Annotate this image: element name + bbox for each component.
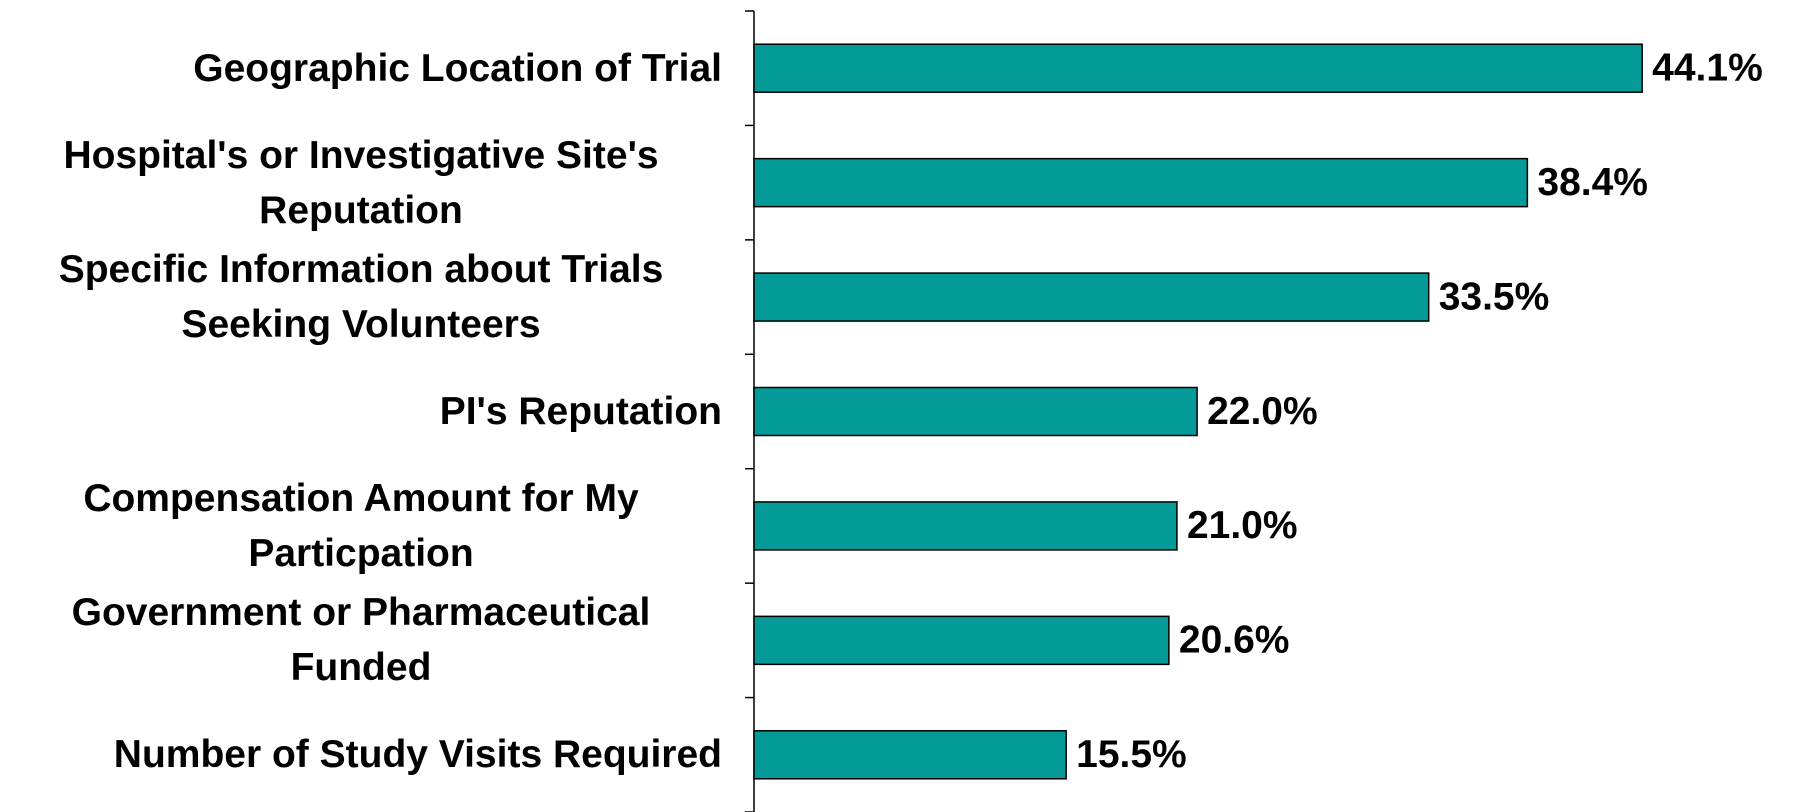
category-text: Compensation Amount for My Particpation [83, 476, 639, 575]
category-text: Specific Information about Trials Seekin… [58, 248, 664, 347]
category-label: Specific Information about Trials Seekin… [0, 240, 722, 354]
bar [753, 730, 1067, 780]
bar [753, 157, 1529, 208]
data-label: 33.5% [1439, 275, 1550, 318]
category-text: Government or Pharmaceutical Funded [71, 591, 651, 690]
bar [753, 615, 1170, 666]
bar [753, 386, 1198, 437]
data-label: 21.0% [1187, 504, 1298, 547]
category-text: Hospital's or Investigative Site's Reput… [63, 133, 659, 232]
category-label: Geographic Location of Trial [0, 11, 722, 125]
category-label: PI's Reputation [0, 354, 722, 468]
category-label: Government or Pharmaceutical Funded [0, 583, 722, 697]
data-label: 44.1% [1652, 47, 1763, 90]
category-text: Geographic Location of Trial [193, 46, 722, 90]
data-label: 38.4% [1537, 161, 1648, 204]
category-label: Compensation Amount for My Particpation [0, 469, 722, 583]
data-label: 20.6% [1179, 619, 1290, 662]
bar [753, 43, 1643, 93]
category-label: Hospital's or Investigative Site's Reput… [0, 125, 722, 239]
data-label: 15.5% [1076, 733, 1187, 776]
category-text: PI's Reputation [439, 389, 722, 433]
category-label: Number of Study Visits Required [0, 698, 722, 812]
data-label: 22.0% [1207, 390, 1318, 433]
category-text: Number of Study Visits Required [113, 733, 722, 777]
bar [753, 501, 1178, 551]
bar [753, 272, 1430, 322]
